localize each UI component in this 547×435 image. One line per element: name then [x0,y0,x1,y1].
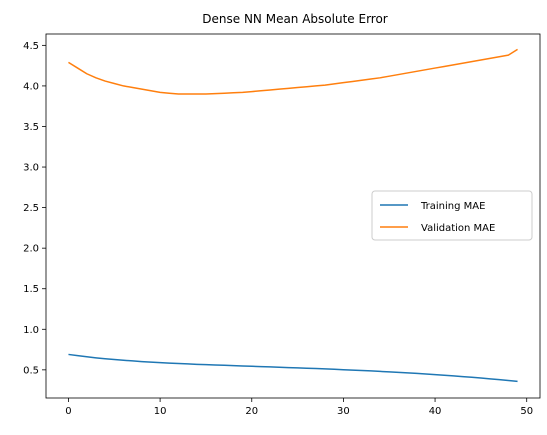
y-tick-label: 0.5 [23,365,39,376]
y-tick-label: 2.0 [23,244,39,255]
y-tick-label: 1.5 [23,284,39,295]
y-tick-label: 3.5 [23,122,39,133]
x-tick-label: 0 [65,406,71,417]
y-tick-label: 3.0 [23,163,39,174]
series-line-training-mae [68,353,518,383]
legend-frame [371,190,533,241]
x-tick-label: 50 [520,406,533,417]
y-tick-label: 4.0 [23,81,39,92]
legend-label-training-mae: Training MAE [420,201,485,212]
x-tick-label: 40 [429,406,442,417]
y-axis: 0.5 1.0 1.5 2.0 2.5 3.0 3.5 4.0 4.5 [23,41,46,376]
chart-title: Dense NN Mean Absolute Error [202,12,388,26]
x-tick-label: 10 [154,406,167,417]
series-lines [68,48,518,383]
legend: Training MAE Validation MAE [371,190,533,241]
x-axis: 0 10 20 30 40 50 [65,398,533,417]
plot-area [45,33,541,399]
legend-label-validation-mae: Validation MAE [421,223,495,234]
series-line-validation-mae [68,48,518,95]
y-tick-label: 4.5 [23,41,39,52]
x-tick-label: 20 [245,406,258,417]
y-tick-label: 2.5 [23,203,39,214]
x-tick-label: 30 [337,406,350,417]
y-tick-label: 1.0 [23,325,39,336]
